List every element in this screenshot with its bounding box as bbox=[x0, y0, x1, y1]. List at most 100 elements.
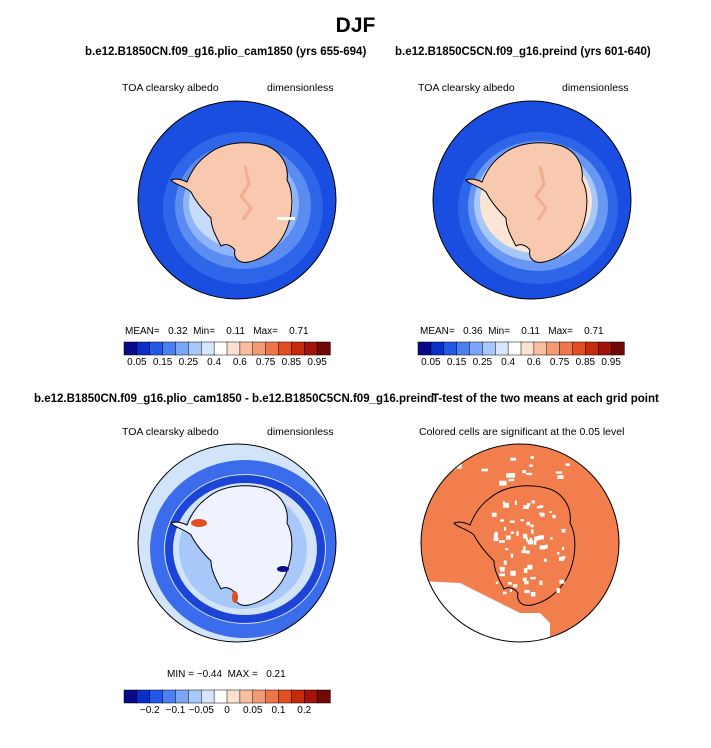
panel3-colorbar-cell bbox=[201, 689, 215, 704]
panel4-insignificant-cell bbox=[559, 579, 565, 584]
panel2-max-value: 0.71 bbox=[584, 326, 604, 337]
panel4-insignificant-cells bbox=[450, 456, 570, 597]
panel1-mean-value: 0.32 bbox=[168, 326, 188, 337]
panel1-colorbar-tick: 0.95 bbox=[307, 357, 327, 368]
panel1-colorbar-cell bbox=[226, 341, 241, 356]
panel1-colorbar-cell bbox=[136, 341, 151, 356]
panel2-max-label: Max= bbox=[548, 326, 573, 337]
panel3-colorbar-cell bbox=[162, 689, 177, 704]
panel3-colorbar-cell bbox=[304, 689, 318, 704]
panel4-insignificant-cell bbox=[559, 556, 565, 561]
panel2-colorbar-cell bbox=[610, 341, 625, 356]
panel4-insignificant-cell bbox=[509, 520, 515, 523]
panel4-insignificant-cell bbox=[522, 470, 526, 474]
panel4-insignificant-cell bbox=[556, 588, 560, 593]
panel4-insignificant-cell bbox=[535, 536, 541, 541]
panel4-insignificant-cell bbox=[520, 519, 524, 522]
panel4-insignificant-cell bbox=[510, 570, 516, 576]
panel1-antarctica bbox=[170, 142, 293, 263]
panel4-insignificant-cell bbox=[561, 528, 566, 533]
panel1-map bbox=[137, 100, 337, 300]
panel3-colorbar-tick: 0 bbox=[224, 705, 230, 716]
panel2-antarctica bbox=[465, 142, 588, 263]
panel4-insignificant-cell bbox=[503, 502, 509, 508]
panel4-subtitle: Colored cells are significant at the 0.0… bbox=[419, 426, 625, 438]
panel4-insignificant-cell bbox=[526, 521, 530, 526]
panel1-colorbar-cell bbox=[291, 341, 305, 356]
panel1-colorbar-cell bbox=[213, 341, 228, 356]
panel2-mean-label: MEAN= bbox=[420, 326, 455, 337]
panel1-stats: MEAN= 0.32 Min= 0.11 Max= 0.71 bbox=[125, 326, 309, 337]
panel2-stats: MEAN= 0.36 Min= 0.11 Max= 0.71 bbox=[420, 326, 604, 337]
panel3-negative-ring-core bbox=[165, 475, 325, 623]
panel2-colorbar-cell bbox=[585, 341, 599, 356]
panel1-colorbar-cell bbox=[265, 341, 280, 356]
panel4-insignificant-cell bbox=[557, 475, 564, 479]
panel1-colorbar-cell bbox=[239, 341, 254, 356]
panel2-interior-streak bbox=[534, 165, 548, 221]
panel3-colorbar-cell bbox=[278, 689, 293, 704]
panel1-max-value: 0.71 bbox=[289, 326, 309, 337]
panel2-colorbar-cell bbox=[430, 341, 445, 356]
panel2-min-value: 0.11 bbox=[521, 326, 540, 337]
panel4-insignificant-cell bbox=[506, 473, 515, 478]
panel4-map bbox=[420, 443, 620, 643]
panel4-insignificant-cell bbox=[510, 588, 512, 592]
panel4-insignificant-cell bbox=[493, 533, 498, 539]
panel1-min-value: 0.11 bbox=[226, 326, 245, 337]
panel2-colorbar-cell bbox=[495, 341, 509, 356]
panel4-insignificant-cell bbox=[557, 552, 560, 555]
panel3-negative-ring bbox=[150, 460, 336, 638]
panel4-insignificant-cell bbox=[562, 546, 565, 551]
panel2-colorbar-tick: 0.4 bbox=[501, 357, 516, 368]
panel1-colorbar-tick: 0.05 bbox=[127, 357, 147, 368]
panel4-insignificant-cell bbox=[555, 471, 563, 474]
panel4-insignificant-cell bbox=[508, 478, 515, 482]
panel4-insignificant-cell bbox=[531, 529, 534, 534]
panel3-colorbar-tick: −0.1 bbox=[165, 705, 186, 716]
panel4-insignificant-cell bbox=[493, 537, 499, 542]
panel1-colorbar-cell bbox=[278, 341, 293, 356]
panel1-variable-label: TOA clearsky albedo bbox=[122, 82, 219, 94]
panel2-mean-value: 0.36 bbox=[463, 326, 483, 337]
panel1-max-label: Max= bbox=[253, 326, 278, 337]
panel4-insignificant-cell bbox=[530, 456, 534, 459]
panel4-insignificant-cell bbox=[502, 591, 507, 595]
panel4-insignificant-cell bbox=[506, 535, 511, 540]
panel4-antarctica bbox=[453, 485, 576, 606]
panel4-insignificant-cell bbox=[481, 468, 488, 472]
panel3-colorbar-tick: −0.2 bbox=[139, 705, 160, 716]
panel2-colorbar-cell bbox=[572, 341, 587, 356]
panel1-title: b.e12.B1850CN.f09_g16.plio_cam1850 (yrs … bbox=[85, 46, 367, 58]
panel4-insignificant-cell bbox=[499, 540, 505, 543]
panel2-colorbar-tick: 0.05 bbox=[421, 357, 441, 368]
panel1-colorbar-cell bbox=[252, 341, 267, 356]
panel4-insignificant-cell bbox=[491, 512, 497, 517]
panel2-min-label: Min= bbox=[488, 326, 511, 337]
panel2-colorbar-tick: 0.85 bbox=[575, 357, 596, 368]
panel2-colorbar-cell bbox=[482, 341, 496, 356]
panel3-colorbar-cell bbox=[136, 689, 151, 704]
panel4-insignificant-cell bbox=[516, 531, 519, 537]
panel2-colorbar-cell bbox=[533, 341, 548, 356]
panel4-insignificant-cell bbox=[530, 524, 534, 528]
panel3-colorbar-cell bbox=[239, 689, 254, 704]
panel3-variable-label: TOA clearsky albedo bbox=[122, 426, 219, 438]
panel4-insignificant-cell bbox=[500, 519, 504, 522]
panel2-colorbar-tick: 0.25 bbox=[472, 357, 493, 368]
panel3-title: b.e12.B1850CN.f09_g16.plio_cam1850 - b.e… bbox=[34, 393, 435, 405]
panel4-insignificant-cell bbox=[526, 472, 533, 476]
figure-title: DJF bbox=[335, 14, 376, 37]
panel4-insignificant-cell bbox=[499, 573, 505, 577]
panel2-units-label: dimensionless bbox=[562, 82, 629, 94]
panel3-colorbar-cell bbox=[149, 689, 164, 704]
panel4-map-border bbox=[420, 443, 620, 643]
panel4-insignificant-cell bbox=[510, 553, 514, 558]
panel3-colorbar-tick: −0.05 bbox=[188, 705, 214, 716]
panel3-stats: MIN = −0.44 MAX = 0.21 bbox=[167, 669, 286, 680]
panel4-insignificant-cell bbox=[527, 540, 534, 545]
panel2-colorbar-cell bbox=[456, 341, 471, 356]
panel1-colorbar-tick: 0.4 bbox=[207, 357, 222, 368]
panel2-map-border bbox=[432, 100, 632, 300]
panel3-colorbar-cell bbox=[188, 689, 202, 704]
